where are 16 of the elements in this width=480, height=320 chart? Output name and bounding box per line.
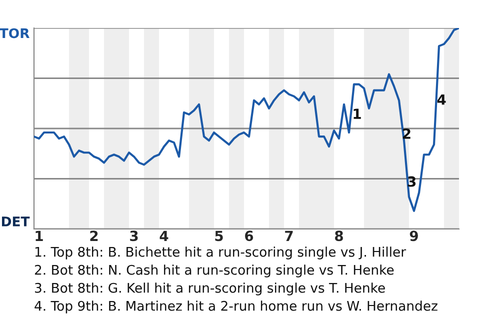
text: 1. Top 8th: B. Bichette hit a run-scoring single vs J. Hiller <box>35 246 406 260</box>
x-tick-label: 4 <box>160 230 168 241</box>
text: 3. Bot 8th: G. Kell hit a run-scoring single vs T. Henke <box>35 282 385 296</box>
text: DET <box>2 216 30 226</box>
x-tick-label: 8 <box>335 230 343 242</box>
text: 4. Top 9th: B. Martinez hit a 2-run home run vs W. Hernandez <box>34 300 438 314</box>
x-tick-label: 3 <box>130 230 138 242</box>
x-tick-label: 2 <box>90 230 98 241</box>
x-tick-label: 6 <box>245 230 254 242</box>
annotation: 1 <box>354 108 361 119</box>
x-tick-label: 1 <box>36 230 43 241</box>
x-tick-label: 9 <box>410 230 418 242</box>
text: 2. Bot 8th: N. Cash hit a run-scoring single vs T. Henke <box>34 264 394 278</box>
x-tick-label: 5 <box>215 230 223 242</box>
annotation: 4 <box>437 94 446 105</box>
x-tick-label: 7 <box>285 230 293 241</box>
